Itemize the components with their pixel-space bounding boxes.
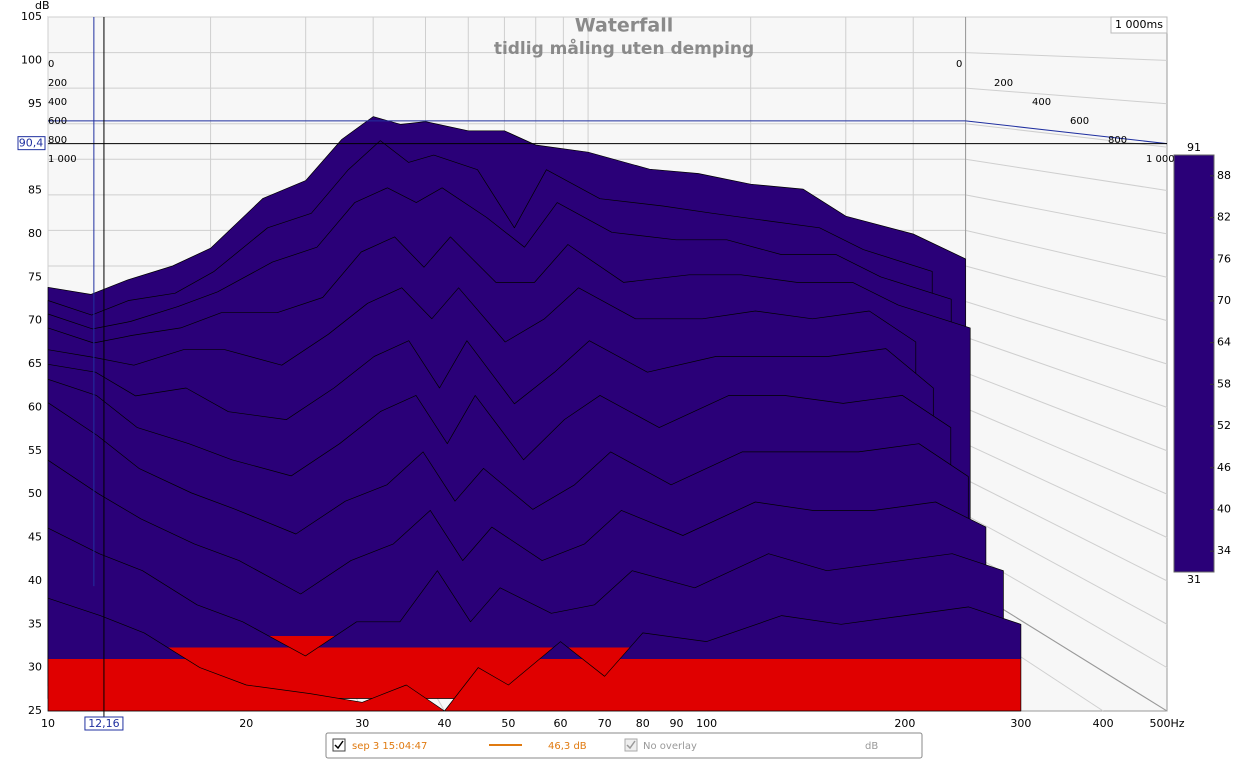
y-tick-label: 95	[28, 97, 42, 110]
cursor-wall-y	[965, 120, 1168, 145]
wall-grid-line	[965, 87, 1168, 105]
colorbar-tick-label: 82	[1217, 211, 1231, 224]
colorbar-tick-label: 88	[1217, 169, 1231, 182]
z-tick-label: 1 000	[48, 154, 77, 165]
colorbar-tick-label: 52	[1217, 419, 1231, 432]
cursor-y-label: 90,4	[19, 137, 44, 150]
z-tick-label: 800	[48, 135, 67, 146]
colorbar-tick-label: 64	[1217, 336, 1231, 349]
chart-title: Waterfall	[575, 15, 674, 37]
x-tick-label: 80	[636, 717, 650, 730]
cursor-x-box	[84, 716, 124, 731]
colorbar-max: 91	[1187, 141, 1201, 154]
y-tick-label: 60	[28, 400, 42, 413]
time-readout: 1 000ms	[1115, 18, 1163, 31]
colorbar-tick-label: 76	[1217, 252, 1231, 265]
x-tick-label: 70	[598, 717, 612, 730]
x-tick-label: 200	[894, 717, 915, 730]
z-tick-label: 0	[956, 59, 962, 70]
overlay-label: No overlay	[643, 741, 697, 752]
wall-grid-line	[965, 478, 1168, 582]
y-tick-label: 35	[28, 617, 42, 630]
waterfall-slice	[47, 597, 1022, 712]
z-tick-label: 0	[48, 59, 54, 70]
colorbar-tick-label: 40	[1217, 502, 1231, 515]
colorbar-tick-label: 46	[1217, 461, 1231, 474]
y-tick-label: 100	[21, 53, 42, 66]
y-tick-label: 30	[28, 661, 42, 674]
colorbar-tick-label: 34	[1217, 544, 1231, 557]
y-tick-label: 70	[28, 314, 42, 327]
y-tick-label: 55	[28, 444, 42, 457]
z-tick-label: 600	[1070, 116, 1089, 127]
y-tick-label: 105	[21, 10, 42, 23]
x-tick-label: 400	[1093, 717, 1114, 730]
colorbar-tick-label: 58	[1217, 377, 1231, 390]
wall-grid-line	[965, 229, 1168, 278]
y-tick-label: 75	[28, 270, 42, 283]
legend-box	[325, 732, 923, 759]
checkmark	[334, 740, 344, 750]
legend-bar: sep 3 15:04:47 46,3 dB No overlay dB	[325, 732, 923, 759]
y-tick-label: 45	[28, 531, 42, 544]
x-tick-label: 500Hz	[1149, 717, 1184, 730]
wall-grid-line	[965, 158, 1168, 191]
z-tick-label: 600	[48, 116, 67, 127]
y-tick-label: 50	[28, 487, 42, 500]
wall-grid-line	[965, 443, 1168, 538]
checkbox[interactable]	[332, 738, 346, 752]
cursor-y-box	[17, 136, 46, 151]
wall-grid-line	[965, 52, 1168, 61]
x-tick-label: 300	[1010, 717, 1031, 730]
legend-label: sep 3 15:04:47	[352, 741, 427, 752]
y-tick-label: 65	[28, 357, 42, 370]
colorbar-tick-label: 70	[1217, 294, 1231, 307]
x-tick-label: 30	[355, 717, 369, 730]
wall-grid-line	[965, 407, 1168, 495]
legend-value: 46,3 dB	[548, 741, 587, 752]
wall-grid-line	[965, 265, 1168, 322]
overlay-unit: dB	[865, 741, 878, 752]
z-tick-label: 1 000	[1146, 154, 1175, 165]
wall-grid-line	[965, 336, 1168, 408]
x-tick-label: 90	[669, 717, 683, 730]
x-tick-label: 50	[501, 717, 515, 730]
colorbar-min: 31	[1187, 573, 1201, 586]
wall-grid-line	[965, 514, 1168, 625]
wall-grid-line	[965, 194, 1168, 235]
z-tick-label: 200	[48, 78, 67, 89]
x-tick-label: 40	[438, 717, 452, 730]
checkmark	[626, 740, 636, 750]
z-tick-label: 800	[1108, 135, 1127, 146]
z-tick-label: 200	[994, 78, 1013, 89]
time-readout-box	[1110, 16, 1168, 34]
y-tick-label: 25	[28, 704, 42, 717]
x-tick-label: 60	[554, 717, 568, 730]
cursor-x-label: 12,16	[88, 717, 120, 730]
y-tick-label: 80	[28, 227, 42, 240]
wall-grid-line	[965, 372, 1168, 452]
overlay-checkbox[interactable]	[624, 738, 638, 752]
y-unit: dB	[35, 0, 50, 12]
z-tick-label: 400	[48, 97, 67, 108]
colorbar	[1173, 154, 1215, 573]
chart-subtitle: tidlig måling uten demping	[494, 37, 754, 59]
x-tick-label: 20	[239, 717, 253, 730]
y-tick-label: 85	[28, 184, 42, 197]
wall-grid-line	[965, 301, 1168, 365]
x-tick-label: 100	[696, 717, 717, 730]
z-tick-label: 400	[1032, 97, 1051, 108]
x-tick-label: 10	[41, 717, 55, 730]
y-tick-label: 40	[28, 574, 42, 587]
